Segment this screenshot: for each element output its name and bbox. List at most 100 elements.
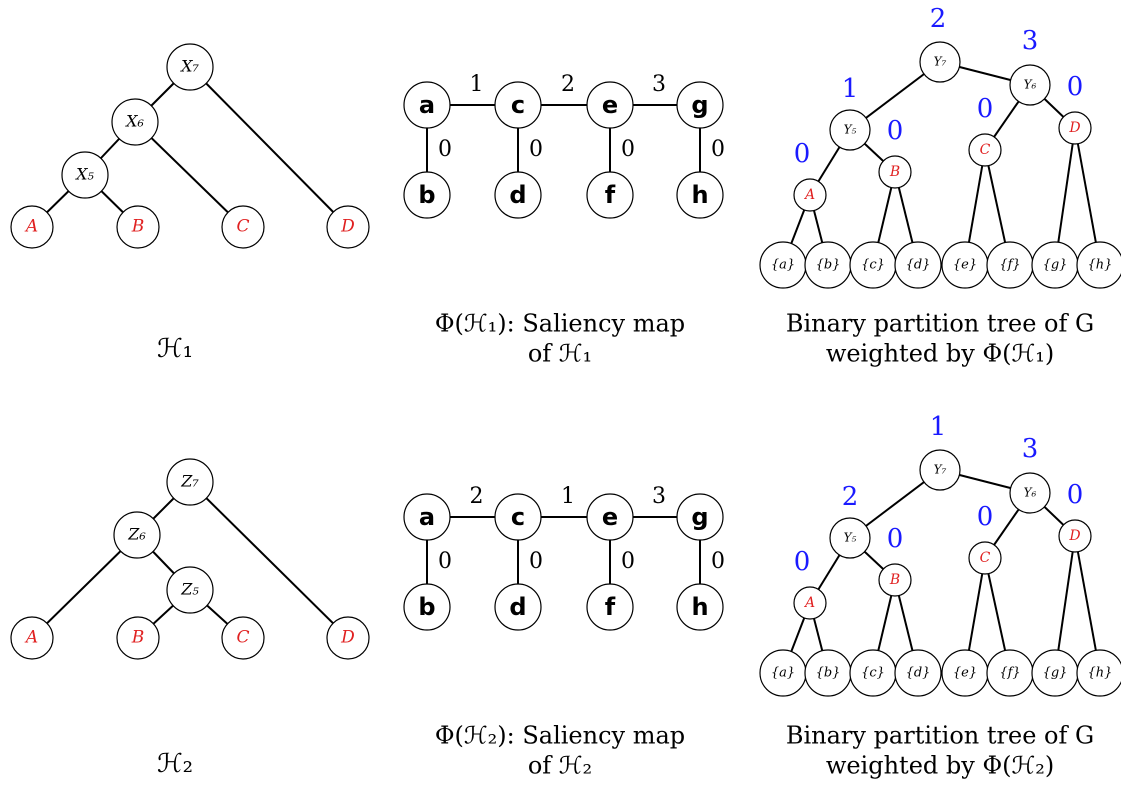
caption: weighted by Φ(ℋ₂) — [826, 752, 1054, 780]
node-weight: 0 — [977, 94, 994, 124]
caption: ℋ₂ — [157, 749, 193, 779]
graph-node-label: f — [605, 593, 616, 621]
node-weight: 0 — [887, 524, 904, 554]
node-label: {b} — [816, 666, 841, 681]
tree-node — [116, 616, 160, 660]
tree-node — [1058, 111, 1092, 145]
node-label: {c} — [861, 258, 885, 273]
graph-node — [676, 171, 724, 219]
node-label: {e} — [953, 258, 977, 273]
graph-node-label: e — [602, 91, 618, 119]
node-label: A — [803, 595, 815, 611]
tree-node — [1076, 649, 1121, 697]
tree-node — [1058, 519, 1092, 553]
node-label: C — [236, 217, 249, 237]
node-label: {h} — [1088, 258, 1113, 273]
node-weight: 0 — [794, 547, 811, 577]
edge-weight: 0 — [621, 549, 635, 574]
edge-weight: 0 — [711, 137, 725, 162]
graph-node — [403, 171, 451, 219]
graph-node-label: c — [511, 91, 525, 119]
node-label: {g} — [1043, 666, 1068, 681]
graph-node-label: b — [418, 593, 435, 621]
node-label: {d} — [906, 666, 931, 681]
node-label: C — [980, 142, 991, 158]
tree-node — [1076, 241, 1121, 289]
node-weight: 3 — [1022, 26, 1039, 56]
node-label: {f} — [999, 258, 1020, 273]
graph-node-label: f — [605, 181, 616, 209]
tree-node — [968, 541, 1002, 575]
caption: weighted by Φ(ℋ₁) — [826, 340, 1054, 368]
graph-node — [676, 81, 724, 129]
node-label: X₅ — [74, 165, 94, 184]
tree-node — [829, 517, 871, 559]
node-weight: 2 — [842, 482, 859, 512]
node-label: D — [1068, 528, 1080, 544]
node-label: {e} — [953, 666, 977, 681]
graph-node-label: h — [691, 593, 708, 621]
node-label: A — [24, 217, 38, 237]
graph-node-label: b — [418, 181, 435, 209]
caption: Φ(ℋ₁): Saliency map — [435, 310, 685, 338]
tree-node — [793, 178, 827, 212]
graph-node — [494, 81, 542, 129]
tree-node — [894, 649, 942, 697]
node-label: Z₅ — [180, 580, 199, 599]
node-label: Z₆ — [127, 525, 146, 544]
tree-node — [829, 109, 871, 151]
tree-node — [116, 205, 160, 249]
node-label: {f} — [999, 666, 1020, 681]
node-label: {b} — [816, 258, 841, 273]
node-label: Y₆ — [1024, 486, 1037, 500]
node-label: Y₅ — [844, 531, 857, 545]
node-label: B — [889, 572, 900, 588]
node-label: A — [803, 187, 815, 203]
node-label: D — [1068, 120, 1080, 136]
node-weight: 0 — [1067, 480, 1084, 510]
edge-weight: 0 — [438, 549, 452, 574]
tree-node — [1009, 472, 1051, 514]
tree-node — [968, 133, 1002, 167]
graph-node-label: d — [509, 181, 526, 209]
tree-node — [326, 616, 370, 660]
tree-node — [221, 616, 265, 660]
node-weight: 0 — [794, 139, 811, 169]
caption: Φ(ℋ₂): Saliency map — [435, 722, 685, 750]
graph-node-label: h — [691, 181, 708, 209]
node-label: {g} — [1043, 258, 1068, 273]
caption: of ℋ₂ — [528, 752, 592, 780]
node-label: D — [340, 217, 355, 237]
node-label: Z₇ — [180, 472, 199, 491]
graph-node — [494, 493, 542, 541]
tree-edge — [134, 121, 244, 228]
tree-node — [111, 98, 159, 146]
graph-node — [676, 583, 724, 631]
tree-node — [793, 586, 827, 620]
node-label: A — [24, 628, 38, 648]
node-weight: 1 — [930, 412, 947, 442]
caption: Binary partition tree of G — [786, 722, 1094, 750]
graph-node — [586, 493, 634, 541]
graph-node-label: e — [602, 503, 618, 531]
tree-node — [221, 205, 265, 249]
node-weight: 1 — [842, 74, 859, 104]
graph-node — [403, 81, 451, 129]
edge-weight: 0 — [438, 137, 452, 162]
node-label: {c} — [861, 666, 885, 681]
graph-node — [494, 171, 542, 219]
graph-node-label: c — [511, 503, 525, 531]
graph-node — [494, 583, 542, 631]
graph-node-label: g — [691, 503, 708, 531]
tree-node — [10, 616, 54, 660]
graph-node-label: a — [419, 91, 435, 119]
graph-node — [586, 81, 634, 129]
tree-node — [61, 151, 109, 199]
tree-node — [878, 563, 912, 597]
node-label: {h} — [1088, 666, 1113, 681]
edge-weight: 2 — [561, 72, 575, 97]
tree-node — [894, 241, 942, 289]
node-weight: 0 — [977, 502, 994, 532]
tree-edge — [31, 534, 138, 639]
